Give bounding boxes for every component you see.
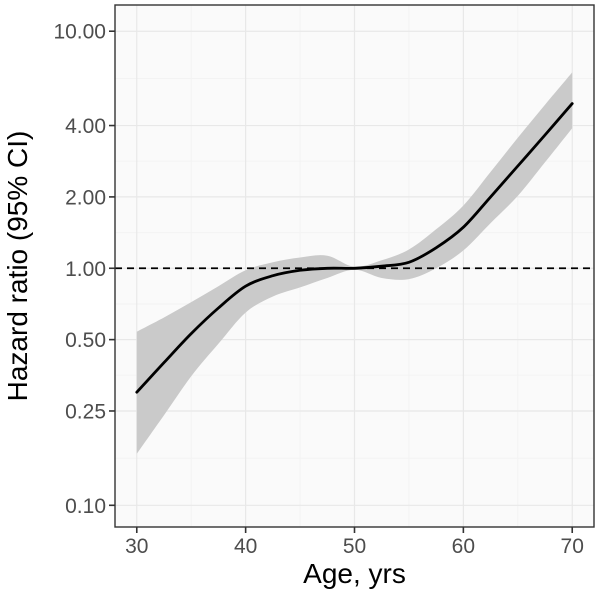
x-tick-label: 30 — [125, 535, 148, 558]
y-tick-label: 0.50 — [65, 329, 106, 352]
y-tick-label: 2.00 — [65, 186, 106, 209]
y-tick-label: 0.25 — [65, 400, 106, 423]
y-tick-label: 4.00 — [65, 115, 106, 138]
y-tick-label: 1.00 — [65, 258, 106, 281]
x-axis-tick-labels: 30 40 50 60 70 — [125, 535, 584, 558]
y-tick-label: 10.00 — [53, 21, 106, 44]
axis-tick-marks — [109, 30, 574, 533]
x-tick-label: 60 — [452, 535, 475, 558]
x-axis-title: Age, yrs — [303, 558, 406, 589]
y-axis-tick-labels: 10.00 4.00 2.00 1.00 0.50 0.25 0.10 — [53, 21, 106, 518]
x-tick-label: 70 — [561, 535, 584, 558]
y-tick-label: 0.10 — [65, 495, 106, 518]
x-tick-label: 40 — [234, 535, 257, 558]
hazard-ratio-curve — [135, 102, 574, 394]
x-tick-label: 50 — [343, 535, 366, 558]
y-axis-title: Hazard ratio (95% CI) — [2, 131, 33, 402]
